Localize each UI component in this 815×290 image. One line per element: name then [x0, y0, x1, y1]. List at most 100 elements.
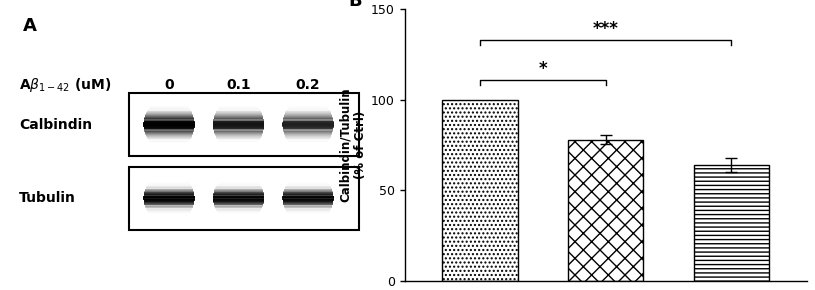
Bar: [218, 213, 259, 214]
Bar: [568, 139, 643, 281]
Bar: [214, 120, 264, 121]
Bar: [286, 186, 330, 187]
Bar: [144, 118, 194, 119]
Bar: [283, 193, 333, 194]
Bar: [149, 141, 189, 142]
Bar: [284, 116, 333, 118]
Bar: [145, 116, 193, 118]
Bar: [283, 122, 333, 124]
Bar: [143, 121, 195, 122]
Bar: [216, 135, 262, 137]
Bar: [149, 107, 189, 108]
Bar: [146, 135, 192, 137]
Bar: [283, 192, 333, 193]
Bar: [143, 201, 195, 202]
Bar: [214, 193, 264, 195]
Bar: [285, 111, 331, 113]
Bar: [216, 113, 262, 114]
Bar: [283, 128, 333, 129]
Bar: [214, 129, 263, 130]
Bar: [144, 203, 194, 205]
Bar: [214, 202, 263, 204]
Bar: [129, 167, 359, 229]
Bar: [284, 188, 332, 190]
Bar: [214, 192, 263, 193]
Bar: [144, 130, 194, 132]
Bar: [284, 207, 332, 209]
Bar: [148, 185, 191, 186]
Bar: [218, 140, 259, 141]
Bar: [214, 127, 264, 128]
Bar: [214, 193, 263, 194]
Bar: [283, 196, 333, 198]
Bar: [217, 184, 260, 185]
Bar: [218, 212, 259, 213]
Bar: [213, 195, 264, 196]
Bar: [215, 114, 262, 116]
Bar: [283, 118, 333, 119]
Bar: [214, 118, 263, 119]
Bar: [148, 110, 191, 111]
Bar: [283, 195, 333, 196]
Bar: [214, 203, 263, 205]
Bar: [286, 110, 329, 111]
Bar: [213, 122, 264, 124]
Bar: [144, 130, 194, 131]
Bar: [288, 108, 328, 109]
Bar: [143, 128, 194, 129]
Bar: [283, 130, 333, 131]
Bar: [285, 135, 331, 137]
Bar: [143, 120, 194, 121]
Bar: [148, 210, 191, 211]
Bar: [285, 113, 331, 114]
Bar: [217, 137, 261, 139]
Bar: [145, 133, 193, 134]
Bar: [215, 187, 262, 188]
Bar: [144, 117, 194, 119]
Text: 0: 0: [165, 78, 174, 92]
Text: ***: ***: [593, 20, 619, 38]
Bar: [216, 186, 261, 187]
Bar: [144, 202, 194, 204]
Bar: [148, 212, 190, 213]
Bar: [147, 136, 192, 138]
Bar: [216, 136, 261, 138]
Bar: [283, 122, 333, 123]
Bar: [283, 197, 333, 198]
Bar: [147, 186, 192, 187]
Bar: [143, 195, 195, 197]
Bar: [213, 125, 264, 127]
Bar: [148, 182, 190, 184]
Bar: [286, 137, 330, 139]
Bar: [143, 199, 195, 200]
Bar: [145, 206, 193, 208]
Bar: [148, 109, 190, 110]
Bar: [283, 129, 333, 130]
Bar: [144, 202, 194, 203]
Bar: [283, 119, 333, 120]
Bar: [214, 128, 264, 129]
Bar: [284, 113, 332, 115]
Bar: [283, 201, 333, 202]
Bar: [214, 121, 264, 122]
Bar: [284, 133, 332, 135]
Bar: [148, 183, 190, 185]
Bar: [283, 202, 333, 203]
Bar: [285, 187, 331, 188]
Bar: [150, 142, 188, 143]
Bar: [283, 126, 333, 128]
Text: A$\beta_{1-42}$ (uM): A$\beta_{1-42}$ (uM): [19, 76, 112, 94]
Bar: [215, 208, 262, 209]
Bar: [217, 211, 260, 212]
Y-axis label: Calbindin/Tubulin
(% of Ctrl): Calbindin/Tubulin (% of Ctrl): [339, 88, 367, 202]
Bar: [215, 188, 262, 189]
Bar: [146, 187, 192, 188]
Bar: [213, 200, 264, 201]
Bar: [283, 200, 333, 202]
Bar: [217, 110, 261, 112]
Bar: [145, 131, 193, 133]
Bar: [214, 188, 262, 190]
Bar: [217, 185, 261, 186]
Bar: [218, 107, 258, 108]
Bar: [284, 189, 333, 191]
